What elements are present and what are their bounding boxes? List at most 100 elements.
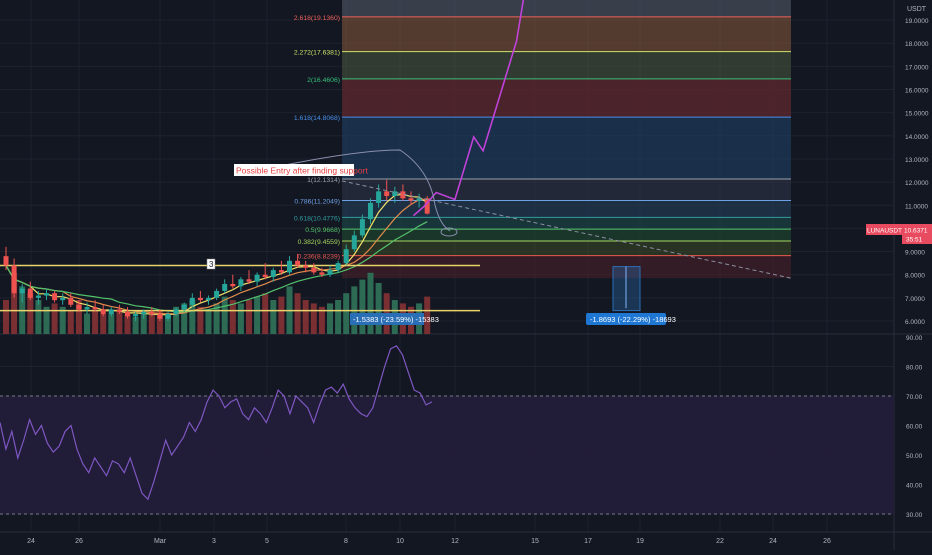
candle-body[interactable] bbox=[174, 309, 179, 314]
volume-bar bbox=[149, 314, 155, 334]
volume-bar bbox=[52, 303, 58, 334]
fib-level-label: 0.5(9.9668) bbox=[305, 227, 340, 234]
price-tick-label: 6.0000 bbox=[905, 319, 925, 326]
candle-body[interactable] bbox=[36, 296, 41, 298]
rsi-tick-label: 90.00 bbox=[906, 335, 923, 342]
volume-bar bbox=[246, 300, 252, 334]
candle-body[interactable] bbox=[328, 270, 333, 275]
candle-body[interactable] bbox=[303, 265, 308, 267]
rsi-tick-label: 80.00 bbox=[906, 365, 923, 372]
rsi-tick-label: 30.00 bbox=[906, 512, 923, 519]
candle-body[interactable] bbox=[149, 312, 154, 314]
candle-body[interactable] bbox=[4, 256, 9, 265]
price-tick-label: 7.0000 bbox=[905, 296, 925, 303]
candle-body[interactable] bbox=[117, 309, 122, 311]
candle-body[interactable] bbox=[52, 293, 57, 300]
candle-body[interactable] bbox=[417, 198, 422, 200]
price-tick-label: 12.0000 bbox=[905, 180, 929, 187]
candle-body[interactable] bbox=[12, 265, 17, 293]
candle-body[interactable] bbox=[360, 219, 365, 235]
volume-bar bbox=[359, 280, 365, 334]
fib-level-label: 0.618(10.4776) bbox=[294, 215, 340, 222]
candle-body[interactable] bbox=[109, 309, 114, 314]
fib-zone bbox=[342, 256, 791, 279]
measure-tool bbox=[613, 267, 640, 311]
candle-body[interactable] bbox=[295, 261, 300, 266]
candle-body[interactable] bbox=[376, 191, 381, 203]
candle-body[interactable] bbox=[230, 284, 235, 286]
candle-body[interactable] bbox=[352, 235, 357, 249]
candle-body[interactable] bbox=[311, 268, 316, 273]
candle-body[interactable] bbox=[384, 191, 389, 196]
candle-body[interactable] bbox=[60, 298, 65, 300]
candle-body[interactable] bbox=[157, 314, 162, 319]
volume-bar bbox=[376, 283, 382, 334]
price-tick-label: 16.0000 bbox=[905, 88, 929, 95]
candle-body[interactable] bbox=[101, 309, 106, 314]
volume-bar bbox=[92, 310, 98, 334]
date-tick-label: 3 bbox=[212, 538, 216, 545]
rsi-tick-label: 70.00 bbox=[906, 394, 923, 401]
volume-bar bbox=[295, 293, 301, 334]
fib-zone bbox=[342, 79, 791, 117]
candle-body[interactable] bbox=[85, 307, 90, 309]
price-tick-label: 11.0000 bbox=[905, 203, 928, 210]
candle-body[interactable] bbox=[222, 284, 227, 291]
date-tick-label: 26 bbox=[75, 538, 83, 545]
candle-body[interactable] bbox=[336, 263, 341, 270]
candle-body[interactable] bbox=[198, 298, 203, 300]
price-tick-label: 19.0000 bbox=[905, 18, 929, 25]
candle-body[interactable] bbox=[263, 275, 268, 277]
candle-body[interactable] bbox=[238, 279, 243, 286]
candle-body[interactable] bbox=[182, 305, 187, 310]
candle-body[interactable] bbox=[44, 293, 49, 295]
candle-body[interactable] bbox=[68, 298, 73, 305]
date-tick-label: 12 bbox=[451, 538, 459, 545]
date-tick-label: 5 bbox=[265, 538, 269, 545]
date-tick-label: 19 bbox=[636, 538, 644, 545]
price-tick-label: 15.0000 bbox=[905, 111, 929, 118]
price-tick-label: 17.0000 bbox=[905, 64, 929, 71]
candle-body[interactable] bbox=[141, 312, 146, 314]
candle-body[interactable] bbox=[190, 298, 195, 305]
volume-bar bbox=[303, 300, 309, 334]
candle-body[interactable] bbox=[279, 270, 284, 272]
candle-body[interactable] bbox=[28, 289, 33, 298]
price-tick-label: 9.0000 bbox=[905, 250, 925, 257]
volume-bar bbox=[270, 300, 276, 334]
fib-zone bbox=[342, 201, 791, 218]
rsi-tick-label: 40.00 bbox=[906, 483, 923, 490]
axis-unit: USDT bbox=[907, 6, 927, 13]
fib-level-label: 1.618(14.8068) bbox=[294, 115, 340, 122]
measure-tag-right: -1.8693 (-22.29%) -18693 bbox=[590, 315, 676, 324]
candle-body[interactable] bbox=[409, 198, 414, 200]
candle-body[interactable] bbox=[255, 275, 260, 282]
price-tick-label: 13.0000 bbox=[905, 157, 929, 164]
candle-body[interactable] bbox=[125, 312, 130, 317]
candle-body[interactable] bbox=[344, 249, 349, 263]
date-tick-label: Mar bbox=[154, 538, 167, 545]
price-tick-label: 18.0000 bbox=[905, 41, 929, 48]
fib-level-label: 0.236(8.8239) bbox=[298, 254, 340, 261]
candle-body[interactable] bbox=[166, 314, 171, 319]
candle-body[interactable] bbox=[271, 270, 276, 277]
candle-body[interactable] bbox=[133, 314, 138, 316]
volume-bar bbox=[278, 297, 284, 334]
date-tick-label: 8 bbox=[344, 538, 348, 545]
candle-body[interactable] bbox=[319, 272, 324, 274]
price-tick-label: 14.0000 bbox=[905, 134, 929, 141]
candle-body[interactable] bbox=[214, 291, 219, 298]
candle-body[interactable] bbox=[76, 305, 81, 310]
date-tick-label: 22 bbox=[716, 538, 724, 545]
candle-body[interactable] bbox=[287, 261, 292, 273]
rsi-tick-label: 50.00 bbox=[906, 453, 923, 460]
candle-body[interactable] bbox=[206, 298, 211, 300]
candle-body[interactable] bbox=[247, 279, 252, 281]
candle-body[interactable] bbox=[20, 289, 25, 294]
date-tick-label: 17 bbox=[584, 538, 592, 545]
candle-body[interactable] bbox=[93, 307, 98, 309]
candle-body[interactable] bbox=[368, 203, 373, 219]
fib-zone bbox=[342, 17, 791, 52]
